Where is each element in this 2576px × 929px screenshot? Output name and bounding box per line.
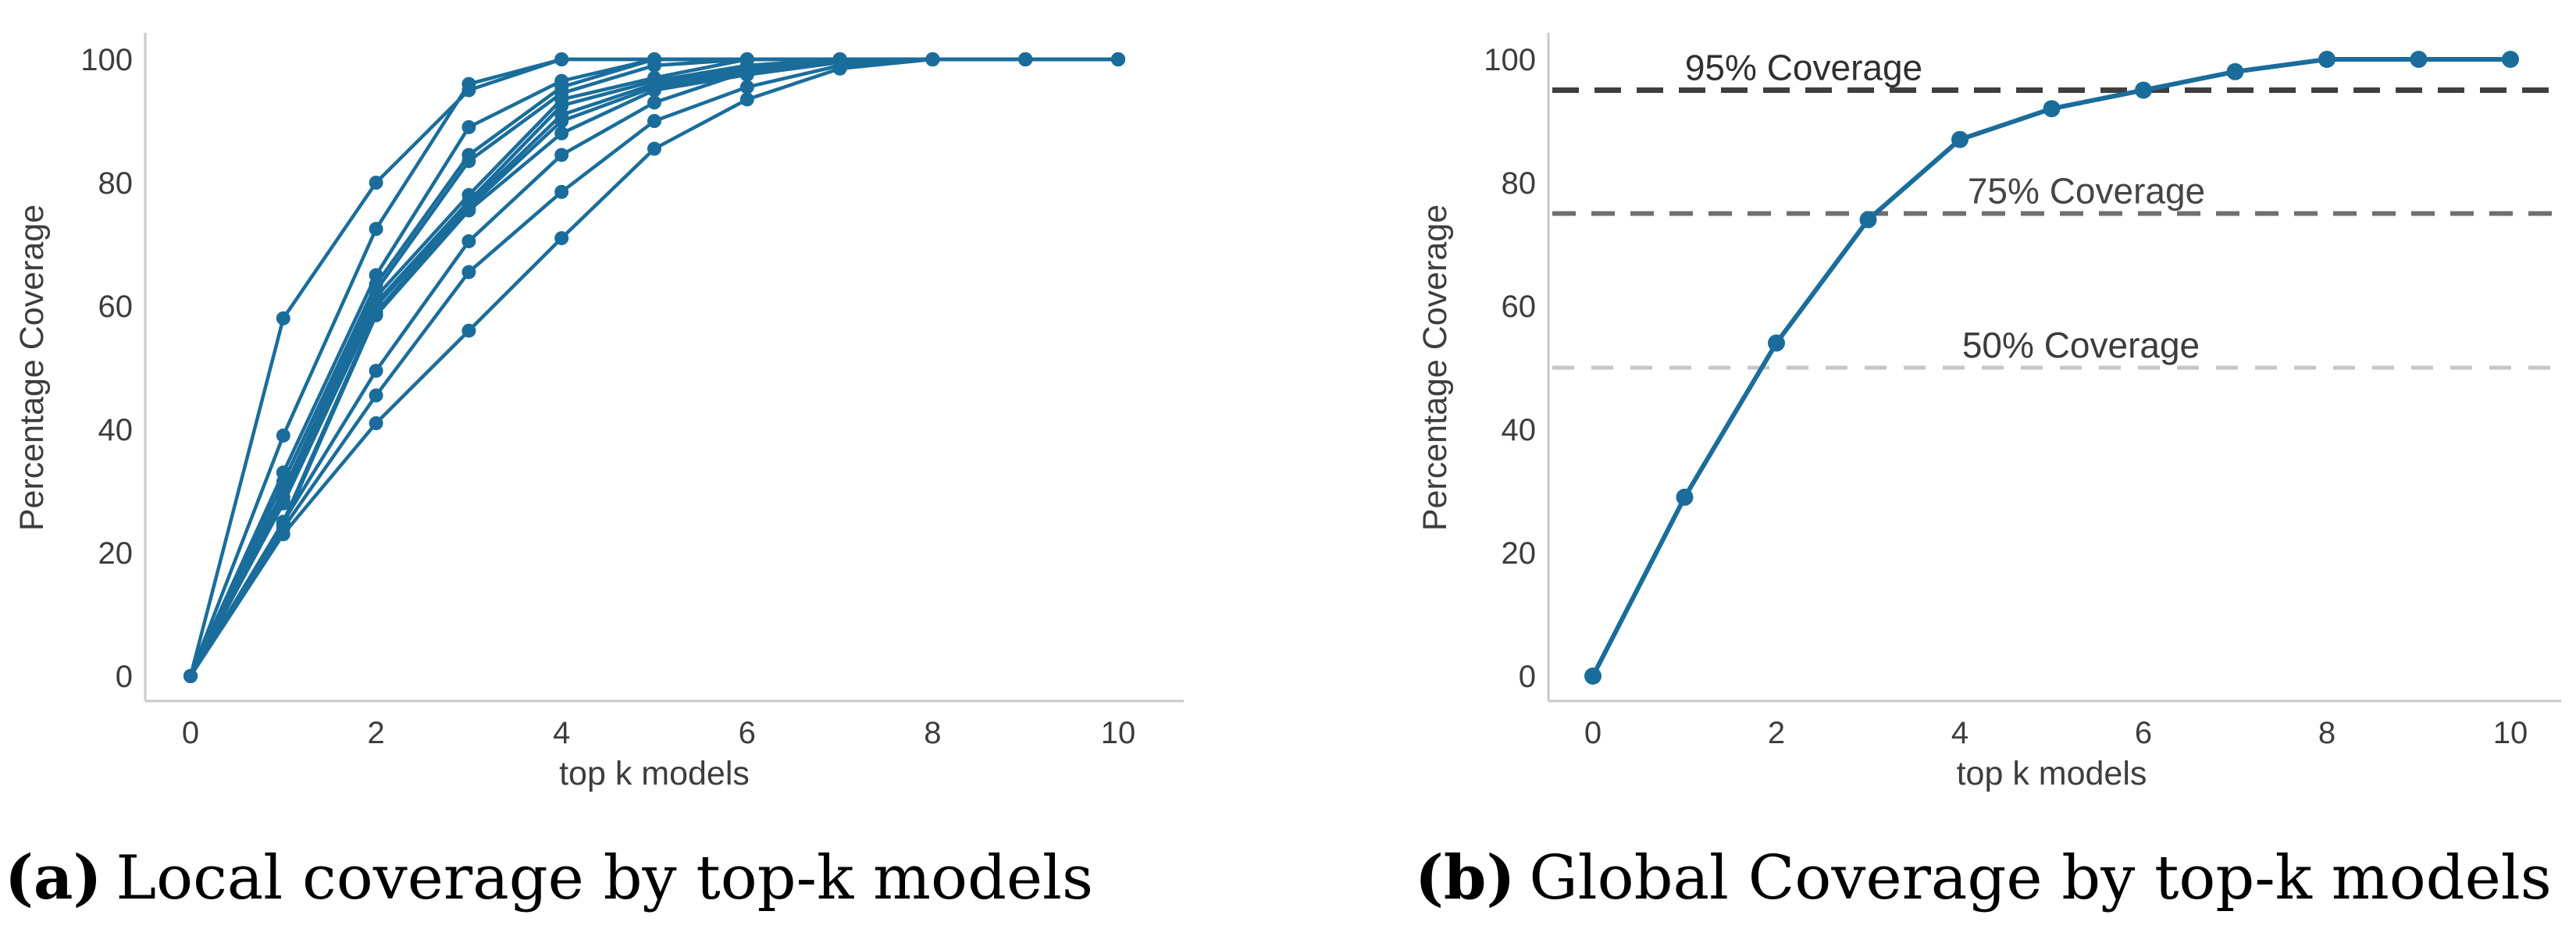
reference-label-75: 75% Coverage: [1968, 171, 2205, 212]
data-point: [1951, 130, 1969, 148]
reference-label-95: 95% Coverage: [1685, 48, 1922, 88]
x-tick-label: 6: [739, 716, 756, 750]
data-point: [276, 311, 290, 326]
x-tick-label: 0: [182, 716, 199, 750]
caption-global: (b) Global Coverage by top-k models: [1415, 845, 2552, 913]
data-point: [1584, 667, 1602, 685]
data-point: [461, 265, 476, 279]
caption-tag: (b): [1415, 842, 1516, 913]
y-tick-label: 80: [1502, 166, 1537, 201]
y-axis-label: Percentage Coverage: [13, 205, 51, 531]
data-point: [461, 323, 476, 338]
data-point: [461, 203, 476, 218]
caption-tag: (a): [5, 842, 102, 913]
x-tick-label: 10: [1101, 716, 1136, 750]
data-point: [369, 388, 383, 403]
data-point: [647, 95, 661, 110]
y-tick-label: 0: [1519, 660, 1536, 694]
data-point: [369, 222, 383, 237]
y-tick-label: 100: [80, 43, 133, 77]
x-tick-label: 4: [1951, 716, 1969, 750]
y-tick-label: 20: [98, 536, 134, 571]
data-point: [832, 61, 847, 76]
data-point: [2135, 81, 2152, 99]
caption-text: Local coverage by top-k models: [116, 843, 1094, 913]
data-point: [739, 64, 754, 79]
data-point: [554, 148, 569, 162]
data-point: [554, 231, 569, 246]
data-point: [739, 80, 754, 94]
x-tick-label: 2: [367, 716, 384, 750]
x-tick-label: 10: [2493, 716, 2528, 750]
x-tick-label: 0: [1584, 716, 1602, 750]
y-tick-label: 40: [1502, 413, 1537, 447]
y-tick-label: 60: [1502, 290, 1537, 324]
data-point: [276, 496, 290, 511]
data-point: [647, 58, 661, 73]
caption-local: (a) Local coverage by top-k models: [5, 845, 1093, 913]
y-tick-label: 0: [116, 660, 133, 694]
data-point: [1111, 52, 1125, 66]
data-point: [369, 308, 383, 322]
data-point: [647, 114, 661, 128]
data-point: [647, 83, 661, 98]
data-point: [554, 52, 569, 66]
data-point: [461, 154, 476, 169]
data-point: [647, 141, 661, 156]
data-point: [369, 363, 383, 378]
data-point: [183, 669, 198, 683]
data-point: [369, 416, 383, 431]
y-tick-label: 100: [1484, 43, 1536, 77]
data-point: [554, 114, 569, 128]
data-point: [2410, 51, 2428, 68]
y-tick-label: 40: [98, 413, 134, 447]
data-point: [461, 119, 476, 134]
y-tick-label: 80: [98, 166, 134, 201]
caption-text: Global Coverage by top-k models: [1529, 843, 2552, 913]
chart-global-coverage: 95% Coverage 75% Coverage 50% Coverage 0 2 4 6…: [1416, 33, 2561, 792]
data-point: [554, 126, 569, 141]
y-tick-label: 20: [1502, 536, 1537, 571]
data-point: [739, 92, 754, 107]
data-point: [554, 184, 569, 199]
data-point: [2502, 51, 2519, 68]
data-point: [2318, 51, 2336, 68]
data-point: [276, 428, 290, 443]
data-point: [461, 234, 476, 249]
reference-label-50: 50% Coverage: [1962, 325, 2200, 365]
data-point: [461, 77, 476, 91]
x-tick-label: 8: [924, 716, 941, 750]
data-point: [2226, 62, 2244, 80]
x-axis-label: top k models: [559, 755, 750, 792]
data-point: [1768, 334, 1785, 352]
x-tick-label: 4: [553, 716, 570, 750]
y-tick-label: 60: [98, 290, 134, 324]
x-tick-label: 2: [1768, 716, 1785, 750]
data-point: [1859, 211, 1877, 229]
x-tick-label: 6: [2135, 716, 2152, 750]
data-point: [369, 176, 383, 190]
data-point: [2043, 100, 2061, 118]
data-point: [1018, 52, 1033, 66]
data-point: [1676, 488, 1694, 506]
x-tick-label: 8: [2318, 716, 2336, 750]
data-point: [276, 527, 290, 542]
data-point: [925, 52, 940, 66]
x-axis-label: top k models: [1957, 755, 2147, 792]
y-axis-label: Percentage Coverage: [1416, 205, 1454, 531]
